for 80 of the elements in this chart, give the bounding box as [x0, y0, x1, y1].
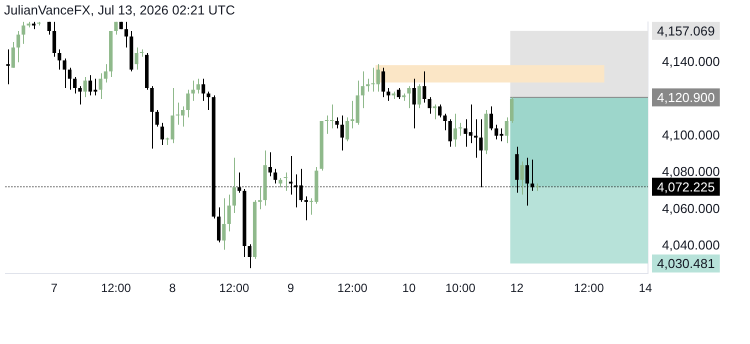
candlestick	[345, 116, 350, 142]
candlestick	[186, 89, 190, 118]
x-tick-label: 10	[402, 281, 416, 296]
candlestick	[22, 22, 26, 44]
candlestick	[47, 22, 51, 36]
candlestick	[489, 106, 494, 131]
x-tick-label: 12:00	[337, 281, 368, 296]
candlestick	[422, 70, 426, 104]
candlestick	[206, 91, 210, 111]
candlestick	[11, 42, 15, 68]
candlestick	[448, 118, 452, 148]
candlestick	[155, 110, 159, 128]
candlestick	[520, 160, 524, 196]
candlestick	[284, 172, 288, 192]
candlestick	[428, 96, 432, 114]
candlestick	[160, 122, 164, 146]
candlestick	[114, 22, 118, 36]
x-tick-label: 10:00	[445, 281, 476, 296]
candlestick	[134, 47, 138, 70]
candlestick	[150, 86, 154, 150]
candlestick	[304, 196, 308, 221]
y-tick-label: 4,140.000	[662, 54, 720, 69]
candlestick	[274, 168, 278, 184]
candlestick	[504, 116, 508, 144]
candlestick	[407, 86, 411, 109]
candlestick	[222, 198, 226, 250]
x-tick-label: 9	[287, 281, 294, 296]
candlestick	[16, 30, 20, 63]
y-tick-label: 4,040.000	[662, 238, 720, 253]
candlestick	[232, 157, 236, 214]
candlestick	[191, 80, 195, 102]
x-tick-label: 12:00	[574, 281, 604, 296]
y-tick-label: 4,100.000	[662, 127, 720, 142]
x-tick-label: 12:00	[100, 281, 132, 296]
ref-line-label: 4,072.225	[657, 179, 715, 194]
candlestick	[443, 113, 447, 131]
x-tick-label: 7	[50, 281, 58, 296]
candlestick	[196, 78, 200, 94]
candlestick	[6, 48, 10, 85]
band-label: 4,030.481	[657, 256, 715, 272]
chart-title: JulianVanceFX, Jul 13, 2026 02:21 UTC	[4, 2, 236, 18]
candlestick	[350, 100, 354, 129]
candlestick	[227, 194, 231, 232]
ref-line-label: 4,120.900	[657, 90, 715, 105]
candlestick	[73, 76, 77, 94]
candlestick	[438, 104, 442, 118]
x-tick-label: 14	[638, 281, 652, 296]
candlestick	[62, 58, 66, 88]
candlestick	[248, 244, 252, 269]
candlestick	[268, 152, 272, 177]
candlestick	[381, 67, 386, 98]
candlestick	[453, 113, 458, 148]
candlestick	[216, 206, 221, 243]
candlestick	[258, 186, 262, 210]
y-tick-label: 4,080.000	[662, 164, 720, 180]
candlestick	[98, 72, 102, 100]
candlestick	[412, 78, 416, 129]
candlestick	[202, 78, 206, 102]
x-tick-label: 12:00	[219, 281, 250, 296]
candlestick	[417, 84, 422, 109]
candlestick	[510, 96, 514, 124]
candlestick	[68, 67, 72, 90]
band-label: 4,157.069	[657, 23, 715, 38]
candlestick	[335, 116, 339, 129]
candlestick	[124, 22, 128, 48]
candlestick	[396, 87, 400, 100]
candlestick	[58, 48, 62, 70]
x-tick-label: 8	[169, 281, 176, 296]
candlestick	[536, 183, 540, 192]
candlestick	[83, 76, 87, 98]
candlestick	[386, 87, 390, 102]
candlestick	[104, 64, 108, 83]
candlestick	[78, 86, 82, 106]
x-tick-label: 12	[510, 281, 524, 296]
candlestick	[360, 70, 365, 109]
candlestick	[278, 178, 282, 188]
candlestick	[458, 122, 462, 136]
candlestick	[52, 22, 56, 58]
candlestick	[340, 115, 344, 151]
y-tick-label: 4,060.000	[662, 200, 720, 216]
